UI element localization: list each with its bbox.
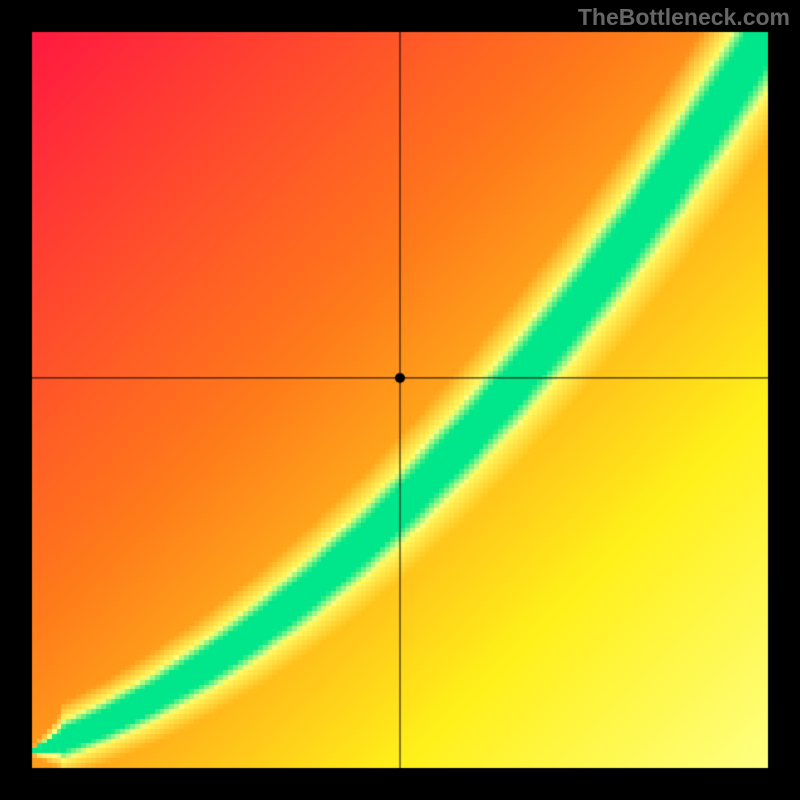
watermark-text: TheBottleneck.com — [578, 4, 790, 31]
heatmap-canvas — [0, 0, 800, 800]
chart-container: TheBottleneck.com — [0, 0, 800, 800]
